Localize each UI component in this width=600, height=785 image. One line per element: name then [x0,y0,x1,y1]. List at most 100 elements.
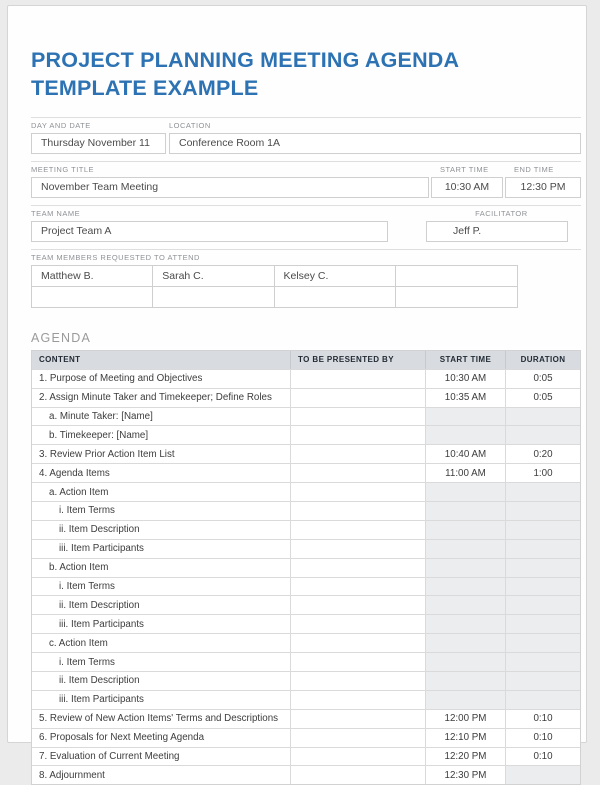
facilitator-field[interactable]: Jeff P. [426,220,568,242]
agenda-start-cell[interactable]: 10:35 AM [426,388,506,407]
agenda-presenter-cell[interactable] [291,483,426,501]
agenda-presenter-cell[interactable] [291,596,426,615]
agenda-content-cell[interactable]: 2. Assign Minute Taker and Timekeeper; D… [32,388,291,407]
agenda-presenter-cell[interactable] [291,520,426,539]
agenda-presenter-cell[interactable] [291,615,426,634]
agenda-start-cell[interactable] [426,672,506,690]
agenda-start-cell[interactable] [426,596,506,615]
agenda-duration-cell[interactable] [506,672,580,690]
agenda-content-cell[interactable]: 7. Evaluation of Current Meeting [32,747,291,766]
agenda-start-cell[interactable]: 11:00 AM [426,464,506,483]
agenda-content-cell[interactable]: i. Item Terms [32,577,291,596]
meeting-title-field[interactable]: November Team Meeting [31,176,429,198]
agenda-content-cell[interactable]: 8. Adjournment [32,766,291,785]
agenda-content-cell[interactable]: iii. Item Participants [32,539,291,558]
agenda-duration-cell[interactable] [506,577,580,596]
agenda-presenter-cell[interactable] [291,634,426,653]
agenda-presenter-cell[interactable] [291,747,426,766]
team-member-cell-1-0[interactable] [32,286,154,308]
team-member-cell-0-2[interactable]: Kelsey C. [274,265,396,287]
agenda-duration-cell[interactable] [506,520,580,539]
agenda-start-cell[interactable] [426,690,506,709]
agenda-start-cell[interactable]: 10:40 AM [426,445,506,464]
team-member-cell-1-3[interactable] [395,286,517,308]
agenda-start-cell[interactable] [426,577,506,596]
agenda-content-cell[interactable]: ii. Item Description [32,520,291,539]
agenda-start-cell[interactable] [426,407,506,426]
agenda-content-cell[interactable]: b. Action Item [32,558,291,577]
agenda-start-cell[interactable]: 10:30 AM [426,369,506,388]
agenda-duration-cell[interactable] [506,558,580,577]
agenda-duration-cell[interactable] [506,407,580,426]
team-member-cell-0-1[interactable]: Sarah C. [153,265,275,287]
agenda-presenter-cell[interactable] [291,388,426,407]
agenda-start-cell[interactable] [426,539,506,558]
team-member-cell-0-0[interactable]: Matthew B. [32,265,154,287]
agenda-start-cell[interactable]: 12:30 PM [426,766,506,785]
agenda-presenter-cell[interactable] [291,464,426,483]
agenda-content-cell[interactable]: c. Action Item [32,634,291,653]
day-and-date-field[interactable]: Thursday November 11 [31,132,166,154]
agenda-presenter-cell[interactable] [291,577,426,596]
agenda-duration-cell[interactable] [506,615,580,634]
agenda-duration-cell[interactable] [506,426,580,445]
agenda-content-cell[interactable]: 1. Purpose of Meeting and Objectives [32,369,291,388]
agenda-presenter-cell[interactable] [291,426,426,445]
agenda-presenter-cell[interactable] [291,653,426,671]
agenda-presenter-cell[interactable] [291,369,426,388]
agenda-start-cell[interactable]: 12:10 PM [426,728,506,747]
team-name-field[interactable]: Project Team A [31,220,388,242]
agenda-content-cell[interactable]: iii. Item Participants [32,615,291,634]
agenda-duration-cell[interactable]: 1:00 [506,464,580,483]
start-time-field[interactable]: 10:30 AM [431,176,503,198]
agenda-duration-cell[interactable] [506,766,580,785]
agenda-content-cell[interactable]: a. Action Item [32,483,291,501]
agenda-content-cell[interactable]: iii. Item Participants [32,690,291,709]
agenda-start-cell[interactable] [426,520,506,539]
agenda-content-cell[interactable]: 4. Agenda Items [32,464,291,483]
agenda-presenter-cell[interactable] [291,558,426,577]
agenda-duration-cell[interactable]: 0:10 [506,747,580,766]
agenda-content-cell[interactable]: i. Item Terms [32,501,291,520]
agenda-duration-cell[interactable] [506,690,580,709]
team-member-cell-0-3[interactable] [395,265,517,287]
agenda-content-cell[interactable]: a. Minute Taker: [Name] [32,407,291,426]
agenda-presenter-cell[interactable] [291,690,426,709]
agenda-content-cell[interactable]: ii. Item Description [32,672,291,690]
agenda-presenter-cell[interactable] [291,766,426,785]
agenda-duration-cell[interactable]: 0:05 [506,388,580,407]
agenda-duration-cell[interactable] [506,634,580,653]
agenda-start-cell[interactable] [426,634,506,653]
agenda-content-cell[interactable]: b. Timekeeper: [Name] [32,426,291,445]
location-field[interactable]: Conference Room 1A [169,132,581,154]
agenda-presenter-cell[interactable] [291,407,426,426]
team-member-cell-1-2[interactable] [274,286,396,308]
agenda-duration-cell[interactable] [506,501,580,520]
agenda-start-cell[interactable]: 12:00 PM [426,709,506,728]
agenda-presenter-cell[interactable] [291,539,426,558]
agenda-start-cell[interactable] [426,558,506,577]
agenda-presenter-cell[interactable] [291,445,426,464]
agenda-start-cell[interactable] [426,426,506,445]
team-member-cell-1-1[interactable] [153,286,275,308]
agenda-content-cell[interactable]: i. Item Terms [32,653,291,671]
agenda-duration-cell[interactable] [506,483,580,501]
agenda-content-cell[interactable]: ii. Item Description [32,596,291,615]
agenda-duration-cell[interactable]: 0:20 [506,445,580,464]
agenda-content-cell[interactable]: 6. Proposals for Next Meeting Agenda [32,728,291,747]
agenda-presenter-cell[interactable] [291,709,426,728]
agenda-presenter-cell[interactable] [291,728,426,747]
agenda-presenter-cell[interactable] [291,672,426,690]
agenda-start-cell[interactable] [426,653,506,671]
agenda-duration-cell[interactable]: 0:10 [506,709,580,728]
agenda-content-cell[interactable]: 3. Review Prior Action Item List [32,445,291,464]
agenda-duration-cell[interactable] [506,539,580,558]
agenda-start-cell[interactable] [426,615,506,634]
agenda-content-cell[interactable]: 5. Review of New Action Items' Terms and… [32,709,291,728]
agenda-start-cell[interactable] [426,483,506,501]
agenda-duration-cell[interactable] [506,653,580,671]
agenda-start-cell[interactable] [426,501,506,520]
agenda-start-cell[interactable]: 12:20 PM [426,747,506,766]
agenda-duration-cell[interactable] [506,596,580,615]
agenda-presenter-cell[interactable] [291,501,426,520]
